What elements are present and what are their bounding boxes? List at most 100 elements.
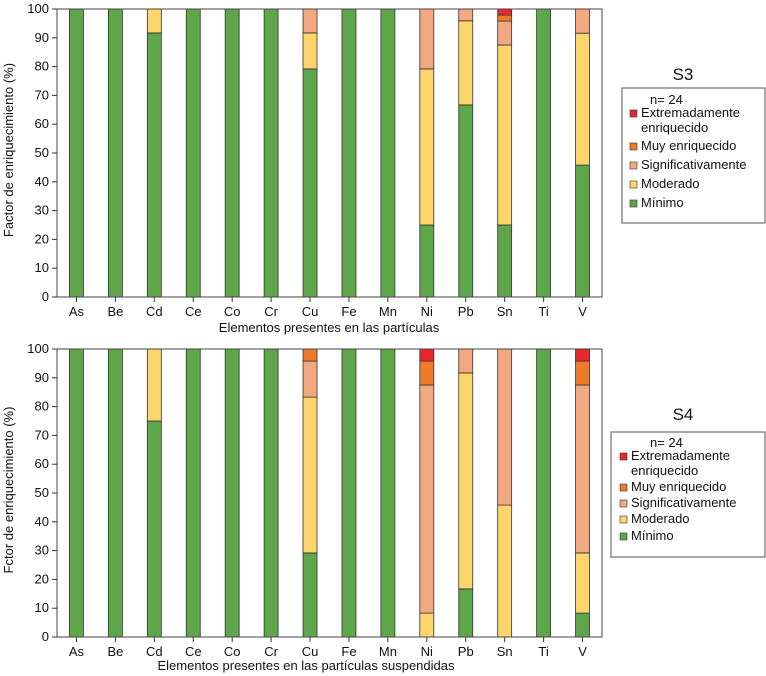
chart-s3-bar-cu-minimo [302, 68, 318, 298]
chart-s3-x-tick-label-sn: Sn [497, 304, 513, 319]
chart-s4-x-tick-label-cu: Cu [302, 644, 319, 659]
chart-s3-legend-label-moderado: Moderado [641, 176, 700, 191]
chart-s4-y-tick-label: 90 [35, 370, 49, 385]
chart-s3-legend-swatch-significativamente [629, 161, 638, 170]
chart-s4-x-tick-label-as: As [69, 644, 85, 659]
chart-s3-bar-cr-minimo [263, 8, 279, 298]
chart-s4-legend-label-minimo: Mínimo [631, 528, 674, 543]
chart-s3-bar-v-significativamente [575, 8, 590, 34]
chart-s4-bar-cu-muy-enriquecido [302, 348, 318, 362]
chart-s3-x-tick-label-fe: Fe [341, 304, 356, 319]
chart-s4-y-tick-label: 40 [35, 514, 49, 529]
chart-s4-bar-v-moderado [575, 552, 590, 614]
chart-s3-bar-cu-moderado [302, 32, 318, 70]
chart-s4-x-tick-label-fe: Fe [341, 644, 356, 659]
chart-s3-x-tick-label-cr: Cr [264, 304, 278, 319]
chart-s3-bar-co-minimo [224, 8, 240, 298]
chart-s4-legend-label-extremadamente-line2: enriquecido [631, 463, 698, 478]
chart-s4-legend-note: n= 24 [650, 435, 683, 450]
chart-s4-y-tick-label: 0 [42, 629, 49, 644]
chart-s4-x-tick-label-be: Be [107, 644, 123, 659]
chart-s4: S4 Fctor de enriquecimiento (%) Elemento… [1, 341, 766, 673]
chart-s4-x-tick-label-mn: Mn [379, 644, 397, 659]
chart-s4-bar-v-significativamente [575, 384, 590, 554]
chart-s4-x-tick-label-sn: Sn [497, 644, 513, 659]
chart-s4-bar-pb-significativamente [458, 348, 474, 374]
chart-s4-bar-co-minimo [224, 348, 240, 638]
chart-s4-plot-frame [56, 348, 603, 638]
chart-s3-bar-as-minimo [69, 8, 84, 298]
chart-s3-bar-ti-minimo [536, 8, 552, 298]
chart-s3-x-tick-label-cd: Cd [146, 304, 163, 319]
chart-s3-x-tick-label-as: As [69, 304, 85, 319]
chart-s3-bar-sn-moderado [497, 44, 513, 226]
chart-s3-y-axis-label: Factor de enriquecimiento (%) [1, 63, 16, 237]
chart-s3-legend-swatch-muy-enriquecido [629, 142, 638, 151]
chart-s3-bar-be-minimo [107, 8, 123, 298]
chart-s4-x-axis-label: Elementos presentes en las partículas su… [157, 658, 455, 673]
chart-s3-y-tick-label: 90 [35, 30, 49, 45]
chart-s4-x-tick-label-ni: Ni [421, 644, 433, 659]
chart-s4-x-tick-label-co: Co [224, 644, 241, 659]
chart-s4-bar-v-muy-enriquecido [575, 360, 590, 386]
chart-s4-legend-label-moderado: Moderado [631, 511, 690, 526]
chart-s3-bar-sn-minimo [497, 224, 513, 298]
chart-s4-legend-swatch-minimo [619, 532, 628, 541]
chart-s3-legend-frame [621, 87, 766, 224]
chart-s4-x-tick-label-cd: Cd [146, 644, 163, 659]
chart-s4-bar-cr-minimo [263, 348, 279, 638]
chart-s4-y-tick-label: 60 [35, 456, 49, 471]
chart-s3-legend-swatch-extremadamente [629, 109, 638, 118]
chart-s3-x-tick-label-mn: Mn [379, 304, 397, 319]
chart-s4-x-tick-label-pb: Pb [458, 644, 474, 659]
chart-s3: S3 Factor de enriquecimiento (%) Element… [1, 1, 766, 335]
chart-s4-bar-mn-minimo [380, 348, 396, 638]
chart-s4-x-tick-label-ce: Ce [185, 644, 202, 659]
chart-s3-legend-note: n= 24 [650, 92, 683, 107]
chart-s3-bar-v-moderado [575, 32, 590, 166]
chart-s3-legend-label-muy-enriquecido: Muy enriquecido [641, 138, 736, 153]
chart-s3-legend-label-extremadamente-line2: enriquecido [641, 120, 708, 135]
chart-s3-title: S3 [673, 65, 694, 84]
chart-s4-bar-as-minimo [69, 348, 84, 638]
chart-s3-bar-cu-significativamente [302, 8, 318, 34]
chart-s4-bar-be-minimo [107, 348, 123, 638]
chart-s4-bar-ni-moderado [419, 612, 435, 638]
chart-s4-y-tick-label: 100 [27, 341, 49, 356]
chart-s3-bar-pb-moderado [458, 20, 474, 106]
chart-s3-x-tick-label-co: Co [224, 304, 241, 319]
chart-s4-bar-ni-extremadamente-enriquecido [419, 348, 435, 362]
chart-s3-y-tick-label: 40 [35, 174, 49, 189]
chart-s3-legend-label-minimo: Mínimo [641, 195, 684, 210]
chart-s4-bar-cd-minimo [146, 420, 162, 638]
chart-s3-y-tick-label: 100 [27, 1, 49, 16]
chart-s3-legend-label-extremadamente: Extremadamente [641, 105, 740, 120]
chart-s3-plot-frame [56, 8, 603, 298]
chart-s4-legend-swatch-moderado [619, 515, 628, 524]
chart-s3-bar-sn-extremadamente-enriquecido [497, 8, 513, 16]
chart-s3-bar-cd-minimo [146, 32, 162, 298]
chart-s4-legend-swatch-extremadamente [619, 452, 628, 461]
chart-s3-x-tick-label-ni: Ni [421, 304, 433, 319]
chart-s3-bar-ni-significativamente [419, 8, 435, 70]
chart-s3-bar-sn-muy-enriquecido [497, 14, 513, 22]
chart-s4-bar-v-minimo [575, 612, 590, 638]
chart-s4-bar-cu-minimo [302, 552, 318, 638]
chart-s3-y-tick-label: 0 [42, 289, 49, 304]
chart-s3-bar-ni-minimo [419, 224, 435, 298]
chart-s3-legend-swatch-moderado [629, 180, 638, 189]
chart-s3-y-tick-label: 10 [35, 260, 49, 275]
chart-s4-bar-cu-significativamente [302, 360, 318, 398]
chart-s3-y-tick-label: 20 [35, 231, 49, 246]
chart-s4-x-tick-label-cr: Cr [264, 644, 278, 659]
chart-s4-bar-v-extremadamente-enriquecido [575, 348, 590, 362]
chart-s4-bar-ni-muy-enriquecido [419, 360, 435, 386]
chart-s4-y-tick-label: 10 [35, 600, 49, 615]
chart-s3-x-tick-label-be: Be [107, 304, 123, 319]
chart-s4-legend-label-significativamente: Significativamente [631, 495, 737, 510]
chart-s3-y-tick-label: 30 [35, 203, 49, 218]
chart-s4-y-tick-label: 80 [35, 399, 49, 414]
